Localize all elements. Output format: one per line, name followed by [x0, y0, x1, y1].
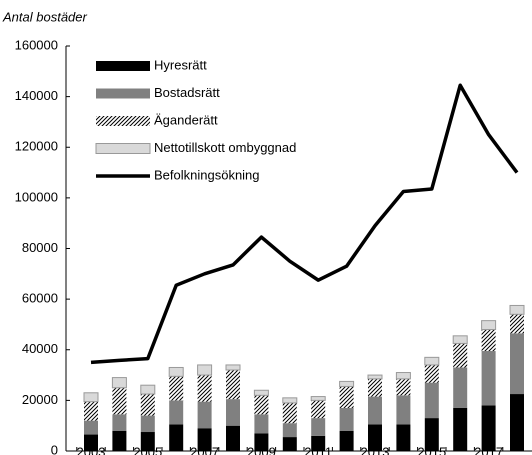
bar-segment — [282, 423, 297, 438]
bar-segment — [453, 407, 468, 451]
bar-segment — [112, 387, 127, 415]
bar-segment — [311, 400, 326, 419]
bar-segment — [509, 304, 525, 315]
bar-segment — [111, 377, 127, 389]
bar-segment — [368, 424, 382, 451]
legend-swatch — [96, 61, 150, 71]
bar-segment — [226, 425, 240, 451]
bar-segment — [481, 405, 496, 451]
bar-segment — [395, 372, 411, 380]
bar-segment — [481, 320, 497, 330]
y-tick-label: 140000 — [15, 88, 58, 103]
bar-segment — [140, 432, 155, 451]
bar-segment — [254, 433, 269, 451]
bar-segment — [339, 386, 354, 408]
legend-label: Äganderätt — [154, 112, 218, 127]
bar-segment — [140, 394, 155, 416]
bar-segment — [169, 376, 184, 401]
bar-segment — [453, 343, 468, 368]
y-axis-label: Antal bostäder — [2, 9, 88, 24]
bar-segment — [339, 430, 354, 451]
y-tick-label: 40000 — [22, 341, 58, 356]
bar-segment — [510, 314, 524, 334]
legend-label: Befolkningsökning — [154, 167, 260, 182]
bar-segment — [368, 396, 382, 425]
bar-segment — [282, 397, 298, 404]
y-tick-label: 120000 — [15, 139, 58, 154]
bar-segment — [226, 370, 240, 400]
bar-segment — [197, 428, 212, 451]
y-tick-label: 80000 — [22, 240, 58, 255]
bar-segment — [311, 418, 326, 436]
bar-segment — [112, 430, 127, 451]
bar-segment — [453, 367, 468, 408]
y-tick-label: 160000 — [15, 37, 58, 52]
bar-segment — [310, 396, 326, 401]
bar-segment — [197, 401, 212, 429]
bar-segment — [339, 380, 355, 387]
bar-segment — [424, 356, 440, 366]
legend-label: Hyresrätt — [154, 57, 207, 72]
bar-segment — [253, 389, 269, 396]
bar-segment — [226, 399, 240, 426]
bar-segment — [254, 395, 269, 415]
legend-swatch — [95, 143, 151, 154]
bar-segment — [282, 437, 297, 451]
bar-segment — [339, 407, 354, 431]
bar-segment — [84, 434, 98, 451]
legend-swatch — [96, 88, 150, 99]
bar-segment — [510, 394, 524, 451]
bar-segment — [424, 364, 439, 383]
bar-segment — [311, 435, 326, 451]
bar-segment — [197, 364, 213, 376]
bar-segment — [396, 424, 411, 451]
bar-segment — [254, 414, 269, 434]
bar-segment — [481, 351, 496, 406]
bar-segment — [424, 418, 439, 451]
bar-segment — [140, 415, 155, 433]
bar-segment — [452, 335, 468, 344]
y-tick-label: 20000 — [22, 392, 58, 407]
legend-label: Bostadsrätt — [154, 85, 220, 100]
bar-segment — [140, 384, 156, 395]
bar-segment — [112, 414, 127, 431]
bar-segment — [84, 420, 98, 435]
bar-segment — [396, 378, 411, 396]
y-tick-label: 60000 — [22, 291, 58, 306]
bar-segment — [169, 424, 184, 451]
bar-segment — [83, 392, 99, 403]
bar-segment — [368, 378, 382, 397]
bar-segment — [424, 382, 439, 419]
y-tick-label: 100000 — [15, 189, 58, 204]
bar-segment — [367, 374, 383, 380]
bar-segment — [84, 401, 98, 421]
bar-segment — [169, 400, 184, 425]
bar-segment — [481, 329, 496, 352]
bar-segment — [510, 333, 524, 395]
bar-segment — [225, 364, 241, 371]
bar-segment — [396, 395, 411, 425]
y-tick-label: 0 — [51, 442, 58, 455]
bar-segment — [168, 366, 184, 377]
bar-segment — [282, 402, 297, 424]
bar-segment — [197, 375, 212, 402]
line — [90, 83, 519, 365]
legend-swatch — [96, 116, 150, 126]
legend-label: Nettotillskott ombyggnad — [154, 140, 296, 155]
